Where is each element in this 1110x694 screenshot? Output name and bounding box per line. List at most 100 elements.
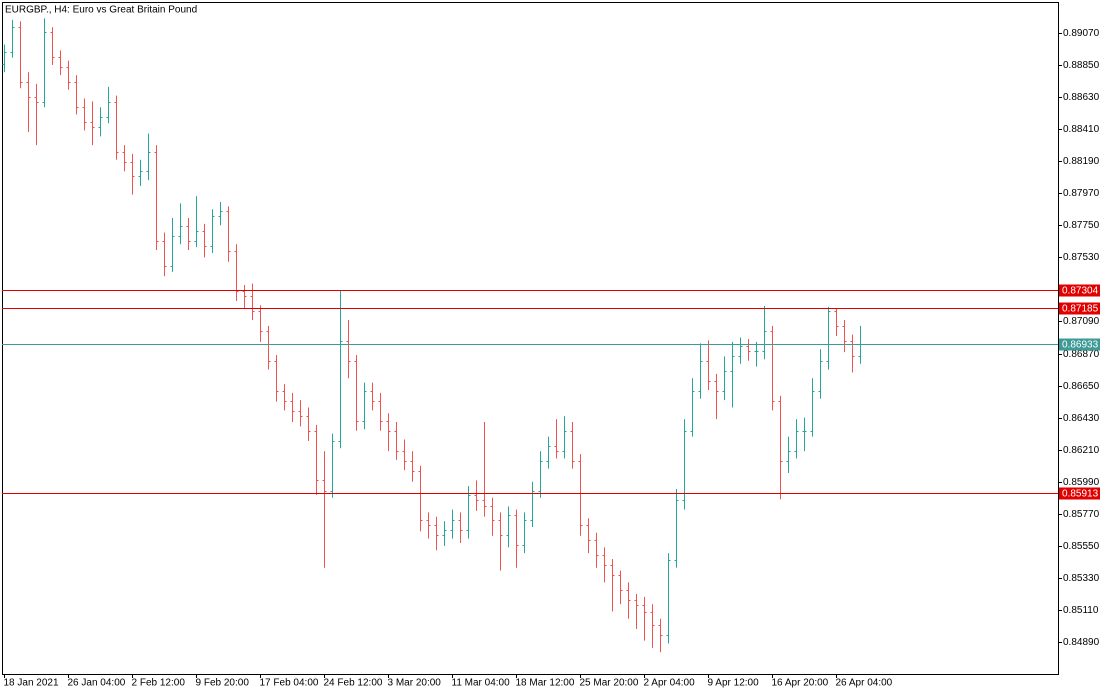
x-tick-label: 11 Mar 04:00 <box>452 678 511 689</box>
x-tick-label: 9 Feb 20:00 <box>196 678 250 689</box>
ohlc-bar <box>26 72 31 132</box>
price-tag-label: 0.85913 <box>1062 489 1099 500</box>
ohlc-bar <box>834 308 839 337</box>
ohlc-bar <box>346 320 351 379</box>
ohlc-bar <box>210 209 215 253</box>
ohlc-bar <box>194 196 199 248</box>
y-tick-label: 0.88630 <box>1063 92 1100 103</box>
ohlc-bar <box>338 290 343 449</box>
ohlc-bar <box>234 244 239 302</box>
x-tick-label: 17 Feb 04:00 <box>260 678 319 689</box>
y-tick-label: 0.86650 <box>1063 381 1100 392</box>
ohlc-bar <box>370 382 375 411</box>
ohlc-bar <box>490 497 495 536</box>
ohlc-bar <box>634 593 639 629</box>
ohlc-bar <box>186 217 191 251</box>
y-tick-label: 0.85110 <box>1063 605 1099 616</box>
ohlc-bar <box>2 44 7 73</box>
ohlc-bar <box>682 419 687 510</box>
price-tag <box>1059 302 1100 315</box>
ohlc-bar <box>290 392 295 423</box>
ohlc-bar <box>418 465 423 532</box>
ohlc-bar <box>162 232 167 277</box>
ohlc-bar <box>850 334 855 373</box>
ohlc-bar <box>642 596 647 641</box>
ohlc-bar <box>594 532 599 568</box>
ohlc-bar <box>554 419 559 459</box>
price-tag-label: 0.87185 <box>1062 304 1099 315</box>
x-tick-label: 18 Jan 2021 <box>4 678 59 689</box>
price-tag-label: 0.86933 <box>1062 340 1099 351</box>
ohlc-bar <box>586 518 591 554</box>
plot <box>2 18 863 653</box>
ohlc-bar <box>18 21 23 89</box>
price-tag <box>1059 487 1100 500</box>
ohlc-bar <box>730 341 735 408</box>
ohlc-bar <box>570 422 575 469</box>
y-tick-label: 0.87970 <box>1063 188 1100 199</box>
ohlc-bar <box>746 338 751 361</box>
ohlc-bar <box>218 201 223 226</box>
y-tick-label: 0.86430 <box>1063 413 1100 424</box>
y-tick-label: 0.85990 <box>1063 477 1100 488</box>
ohlc-bar <box>34 83 39 146</box>
ohlc-bar <box>330 433 335 498</box>
y-tick-label: 0.86870 <box>1063 349 1100 360</box>
ohlc-bar <box>690 378 695 437</box>
ohlc-bar <box>466 486 471 539</box>
ohlc-bar <box>426 512 431 539</box>
ohlc-bar <box>458 512 463 543</box>
plot-frame <box>2 2 1059 675</box>
ohlc-bar <box>802 417 807 452</box>
ohlc-bar <box>578 454 583 536</box>
price-tag <box>1059 284 1100 297</box>
ohlc-bar <box>50 27 55 65</box>
ohlc-bar <box>506 506 511 548</box>
ohlc-bar <box>282 384 287 411</box>
ohlc-bar <box>170 217 175 272</box>
x-tick-label: 16 Apr 20:00 <box>772 678 829 689</box>
y-tick-label: 0.86210 <box>1063 445 1100 456</box>
ohlc-bar <box>354 354 359 431</box>
y-tick-label: 0.85770 <box>1063 509 1100 520</box>
ohlc-bar <box>114 95 119 160</box>
ohlc-bar <box>66 60 71 90</box>
ohlc-bar <box>306 407 311 441</box>
y-tick-label: 0.88850 <box>1063 60 1100 71</box>
ohlc-bar <box>674 489 679 568</box>
x-tick-label: 9 Apr 12:00 <box>708 678 760 689</box>
ohlc-bar <box>394 422 399 460</box>
ohlc-bar <box>434 516 439 551</box>
chart-title: EURGBP., H4: Euro vs Great Britain Pound <box>5 5 197 16</box>
y-tick-label: 0.85330 <box>1063 573 1100 584</box>
ohlc-bar <box>362 382 367 430</box>
ohlc-bar <box>810 378 815 437</box>
ohlc-bar <box>482 422 487 517</box>
ohlc-bar <box>738 337 743 364</box>
x-tick-label: 3 Mar 20:00 <box>388 678 442 689</box>
x-tick-label: 18 Mar 12:00 <box>516 678 575 689</box>
ohlc-bar <box>226 206 231 262</box>
ohlc-bar <box>826 306 831 370</box>
ohlc-bar <box>386 413 391 452</box>
ohlc-bar <box>90 101 95 146</box>
ohlc-bar <box>138 159 143 186</box>
price-tag-label: 0.87304 <box>1062 286 1099 297</box>
price-tag <box>1059 338 1100 351</box>
ohlc-bar <box>498 512 503 571</box>
y-tick-label: 0.84890 <box>1063 637 1100 648</box>
ohlc-bar <box>530 481 535 527</box>
x-tick-label: 25 Mar 20:00 <box>580 678 639 689</box>
ohlc-bar <box>146 133 151 181</box>
y-tick-label: 0.87530 <box>1063 252 1100 263</box>
ohlc-bar <box>666 553 671 644</box>
ohlc-bar <box>474 480 479 511</box>
y-tick-label: 0.89070 <box>1063 28 1100 39</box>
ohlc-bar <box>42 18 47 108</box>
ohlc-bar <box>778 395 783 500</box>
x-tick-label: 24 Feb 12:00 <box>324 678 383 689</box>
ohlc-bar <box>818 349 823 399</box>
y-tick-label: 0.85550 <box>1063 541 1100 552</box>
ohlc-bar <box>658 618 663 653</box>
